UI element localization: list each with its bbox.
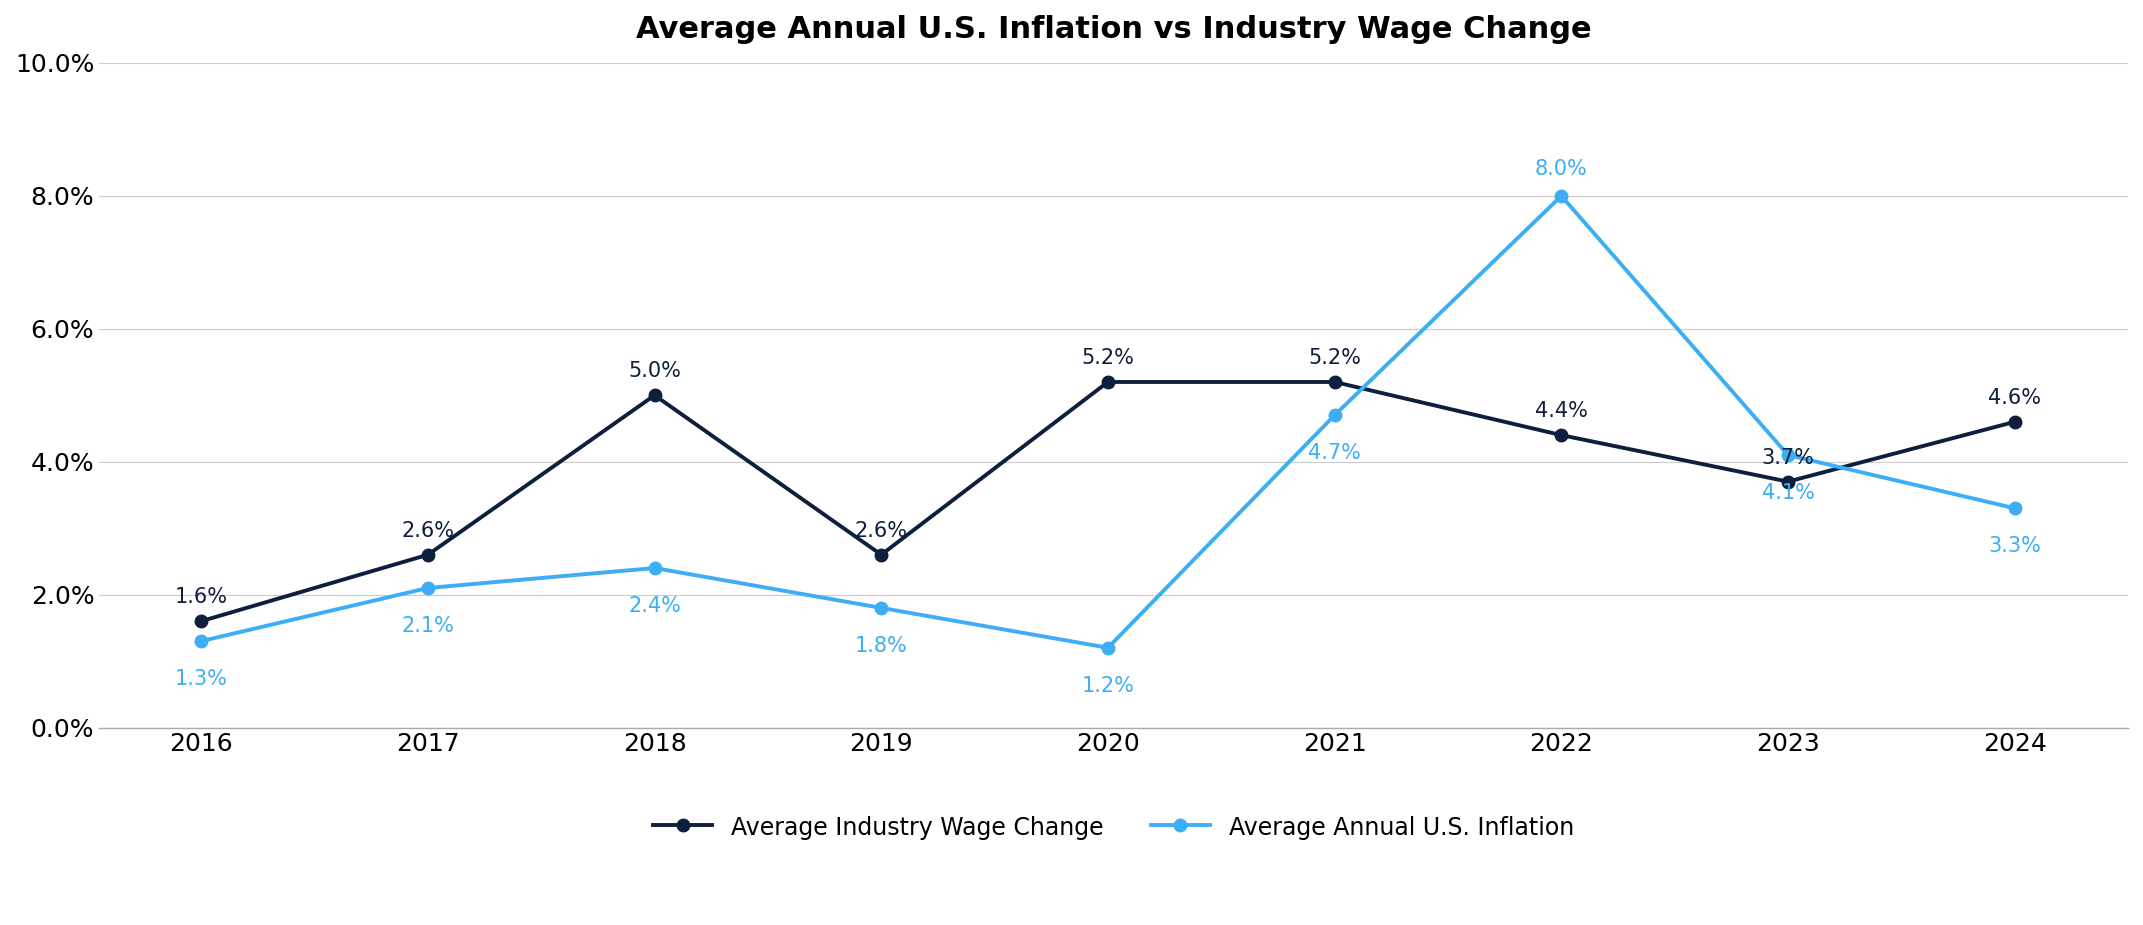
Title: Average Annual U.S. Inflation vs Industry Wage Change: Average Annual U.S. Inflation vs Industr… <box>636 15 1592 44</box>
Average Industry Wage Change <box>416 549 441 561</box>
Average Industry Wage Change <box>1322 376 1348 388</box>
Average Industry Wage Change <box>868 549 894 561</box>
Text: 3.3%: 3.3% <box>1989 536 2040 556</box>
Average Annual U.S. Inflation <box>189 635 214 647</box>
Legend: Average Industry Wage Change, Average Annual U.S. Inflation: Average Industry Wage Change, Average An… <box>643 806 1584 850</box>
Average Annual U.S. Inflation <box>1774 450 1800 461</box>
Text: 8.0%: 8.0% <box>1534 159 1588 179</box>
Average Annual U.S. Inflation <box>1095 642 1121 653</box>
Text: 3.7%: 3.7% <box>1762 448 1815 468</box>
Text: 5.2%: 5.2% <box>1307 348 1361 368</box>
Average Industry Wage Change <box>1095 376 1121 388</box>
Text: 1.8%: 1.8% <box>855 635 909 656</box>
Text: 1.6%: 1.6% <box>176 587 227 608</box>
Average Annual U.S. Inflation <box>1322 410 1348 421</box>
Average Annual U.S. Inflation <box>868 602 894 613</box>
Line: Average Industry Wage Change: Average Industry Wage Change <box>195 376 2021 627</box>
Average Industry Wage Change <box>1774 476 1800 487</box>
Text: 5.2%: 5.2% <box>1082 348 1134 368</box>
Average Annual U.S. Inflation <box>416 583 441 594</box>
Text: 1.3%: 1.3% <box>176 669 227 689</box>
Text: 4.7%: 4.7% <box>1307 443 1361 463</box>
Average Industry Wage Change <box>1549 429 1575 440</box>
Text: 2.6%: 2.6% <box>401 521 454 541</box>
Line: Average Annual U.S. Inflation: Average Annual U.S. Inflation <box>195 190 2021 654</box>
Text: 4.4%: 4.4% <box>1534 401 1588 421</box>
Text: 4.6%: 4.6% <box>1989 388 2040 408</box>
Average Annual U.S. Inflation <box>2002 502 2027 513</box>
Text: 2.4%: 2.4% <box>628 596 681 616</box>
Average Annual U.S. Inflation <box>1549 191 1575 202</box>
Average Industry Wage Change <box>189 616 214 627</box>
Average Annual U.S. Inflation <box>641 562 666 574</box>
Text: 4.1%: 4.1% <box>1762 483 1815 503</box>
Average Industry Wage Change <box>2002 416 2027 427</box>
Text: 2.6%: 2.6% <box>855 521 909 541</box>
Average Industry Wage Change <box>641 389 666 401</box>
Text: 2.1%: 2.1% <box>401 616 454 635</box>
Text: 5.0%: 5.0% <box>628 362 681 381</box>
Text: 1.2%: 1.2% <box>1082 675 1134 696</box>
